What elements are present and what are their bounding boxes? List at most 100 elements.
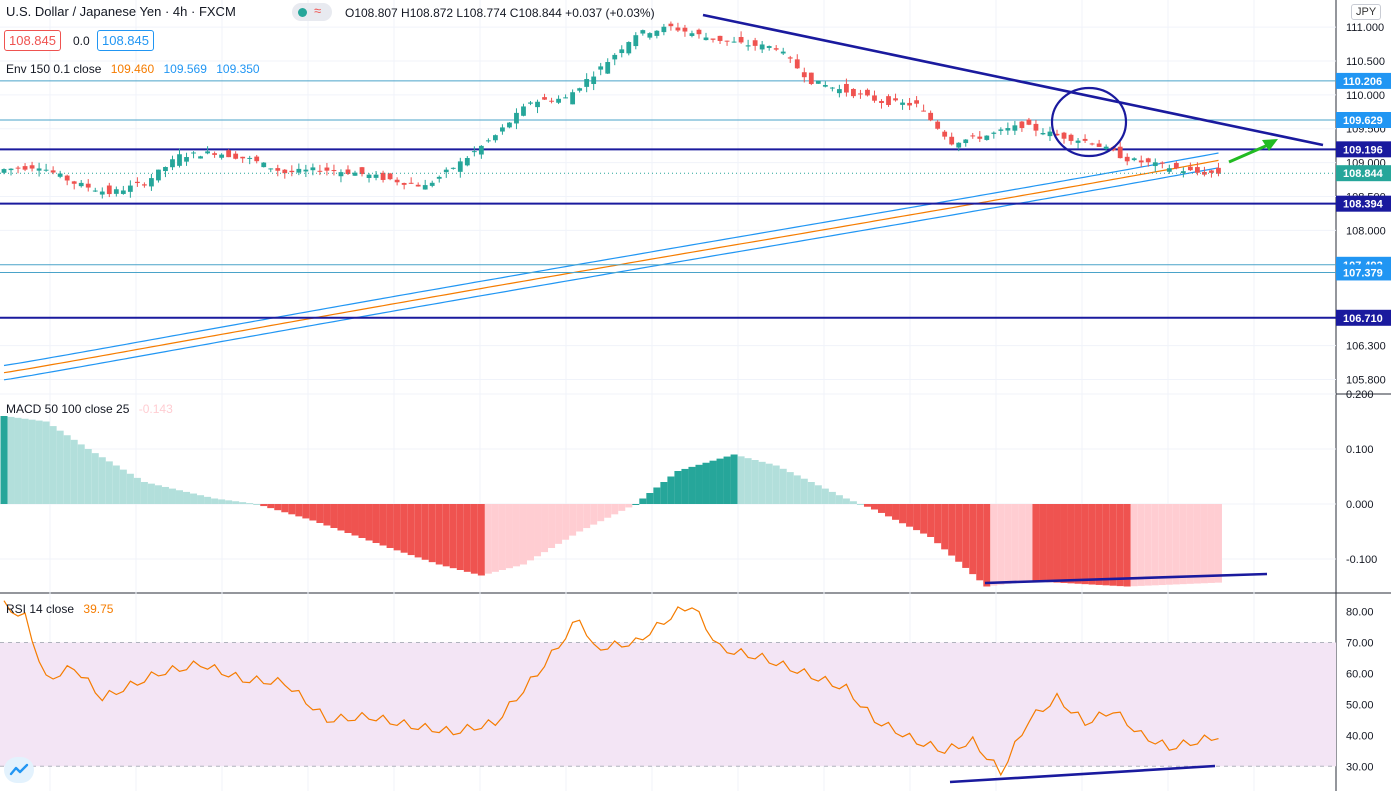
envelope-legend[interactable]: Env 150 0.1 close 109.460 109.569 109.35… bbox=[6, 62, 260, 76]
macd-histogram-bar bbox=[253, 504, 261, 505]
macd-histogram-bar bbox=[1172, 504, 1180, 585]
candle-body bbox=[836, 89, 842, 94]
macd-histogram-bar bbox=[70, 439, 78, 504]
candle-body bbox=[22, 166, 28, 170]
candle-body bbox=[787, 57, 793, 59]
candle-body bbox=[64, 175, 70, 181]
candle-body bbox=[1209, 170, 1214, 173]
macd-histogram-bar bbox=[365, 504, 373, 541]
candle-body bbox=[780, 51, 786, 54]
tradingview-logo[interactable] bbox=[4, 757, 34, 783]
currency-selector[interactable]: JPY bbox=[1351, 4, 1382, 20]
candle-body bbox=[773, 48, 779, 50]
macd-histogram-bar bbox=[463, 504, 471, 572]
macd-legend[interactable]: MACD 50 100 close 25 -0.143 bbox=[6, 402, 173, 416]
macd-histogram-bar bbox=[534, 504, 542, 557]
candle-body bbox=[1124, 156, 1130, 162]
macd-histogram-bar bbox=[849, 501, 857, 504]
candle-body bbox=[738, 37, 744, 43]
envelope-lower-line bbox=[3, 167, 1219, 381]
candle-body bbox=[127, 185, 133, 192]
candle-body bbox=[85, 183, 91, 188]
macd-histogram-bar bbox=[161, 486, 169, 504]
macd-histogram-bar bbox=[1060, 504, 1068, 583]
price-tick-label: 111.000 bbox=[1346, 22, 1384, 34]
macd-histogram-bar bbox=[246, 503, 254, 505]
macd-histogram-bar bbox=[1032, 504, 1040, 582]
buy-price-button[interactable]: 108.845 bbox=[97, 30, 154, 51]
rsi-legend[interactable]: RSI 14 close 39.75 bbox=[6, 602, 113, 616]
macd-histogram-bar bbox=[730, 454, 738, 504]
macd-histogram-bar bbox=[913, 504, 921, 531]
macd-histogram-bar bbox=[590, 504, 598, 525]
macd-histogram-bar bbox=[1165, 504, 1173, 585]
candle-body bbox=[373, 174, 379, 178]
macd-histogram-bar bbox=[211, 498, 219, 504]
candle-body bbox=[521, 106, 526, 116]
macd-histogram-bar bbox=[962, 504, 970, 568]
candle-body bbox=[1047, 131, 1053, 137]
macd-histogram-bar bbox=[344, 504, 352, 533]
macd-divergence-line bbox=[984, 572, 1268, 585]
macd-histogram-bar bbox=[330, 504, 338, 528]
candle-body bbox=[149, 178, 154, 187]
candle-body bbox=[991, 132, 997, 134]
macd-histogram-bar bbox=[1004, 504, 1012, 584]
rsi-tick-label: 50.00 bbox=[1346, 699, 1374, 711]
macd-histogram-bar bbox=[899, 504, 907, 524]
sell-price-button[interactable]: 108.845 bbox=[4, 30, 61, 51]
macd-histogram-bar bbox=[316, 504, 324, 523]
macd-histogram-bar bbox=[1074, 504, 1082, 584]
macd-histogram-bar bbox=[990, 504, 998, 586]
macd-histogram-bar bbox=[400, 504, 408, 553]
candle-body bbox=[584, 79, 590, 87]
macd-histogram-bar bbox=[646, 493, 654, 504]
envelope-label: Env 150 0.1 close bbox=[6, 62, 102, 76]
macd-histogram-bar bbox=[870, 504, 878, 510]
macd-histogram-bar bbox=[309, 504, 317, 521]
candle-body bbox=[1131, 158, 1137, 161]
candle-body bbox=[963, 139, 969, 144]
price-level-label: 106.710 bbox=[1343, 313, 1383, 325]
last-price-label-bg bbox=[1336, 165, 1391, 182]
macd-histogram-bar bbox=[1193, 504, 1201, 584]
macd-histogram-bar bbox=[597, 504, 605, 522]
candle-body bbox=[647, 33, 653, 38]
macd-histogram-bar bbox=[372, 504, 380, 543]
candle-body bbox=[247, 157, 253, 159]
candle-body bbox=[865, 89, 870, 96]
macd-histogram-bar bbox=[632, 504, 640, 505]
macd-value: -0.143 bbox=[138, 402, 173, 416]
macd-histogram-bar bbox=[716, 458, 724, 504]
candle-body bbox=[296, 168, 302, 173]
macd-histogram-bar bbox=[176, 490, 183, 504]
envelope-mid-value: 109.460 bbox=[110, 62, 155, 76]
macd-histogram-bar bbox=[154, 485, 162, 504]
ohlc-readout: O108.807 H108.872 L108.774 C108.844 +0.0… bbox=[345, 6, 655, 20]
macd-histogram-bar bbox=[91, 453, 99, 504]
rsi-tick-label: 80.00 bbox=[1346, 607, 1374, 619]
rsi-label: RSI 14 close bbox=[6, 602, 75, 616]
macd-histogram-bar bbox=[267, 504, 275, 509]
macd-histogram-bar bbox=[814, 485, 822, 504]
rsi-line bbox=[3, 600, 1219, 777]
price-level-label: 108.394 bbox=[1343, 199, 1384, 211]
candle-body bbox=[134, 181, 140, 184]
market-status-badge[interactable]: ≈ bbox=[292, 3, 332, 21]
candle-body bbox=[436, 176, 442, 179]
candle-body bbox=[50, 170, 56, 173]
macd-histogram-bar bbox=[695, 464, 703, 504]
candle-body bbox=[198, 156, 203, 159]
symbol-title[interactable]: U.S. Dollar / Japanese Yen · 4h · FXCM bbox=[6, 4, 236, 19]
candle-body bbox=[15, 167, 21, 169]
macd-histogram-bar bbox=[302, 504, 310, 519]
macd-histogram-bar bbox=[1207, 504, 1215, 583]
candle-body bbox=[1012, 125, 1018, 131]
candle-body bbox=[1040, 133, 1046, 135]
macd-histogram-bar bbox=[758, 461, 766, 504]
price-level-label: 110.206 bbox=[1343, 76, 1382, 88]
macd-histogram-bar bbox=[674, 471, 682, 504]
candle-body bbox=[380, 172, 386, 180]
rsi-tick-label: 30.00 bbox=[1346, 761, 1374, 773]
